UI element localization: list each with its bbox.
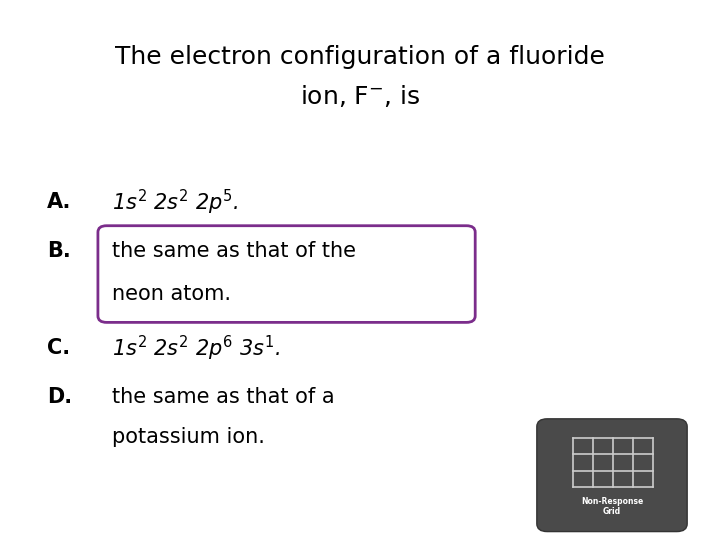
Text: 1$s^2$ 2$s^2$ 2$p^6$ 3$s^1$.: 1$s^2$ 2$s^2$ 2$p^6$ 3$s^1$. [112,334,280,363]
Text: The electron configuration of a fluoride: The electron configuration of a fluoride [115,45,605,69]
Text: C.: C. [47,338,70,359]
Text: ion, F$^{-}$, is: ion, F$^{-}$, is [300,83,420,109]
Text: the same as that of a: the same as that of a [112,387,334,407]
Text: 1$s^2$ 2$s^2$ 2$p^5$.: 1$s^2$ 2$s^2$ 2$p^5$. [112,188,238,217]
Text: neon atom.: neon atom. [112,284,230,305]
Text: D.: D. [47,387,72,407]
Text: the same as that of the: the same as that of the [112,241,356,261]
Text: Non-Response
Grid: Non-Response Grid [581,497,643,516]
Text: B.: B. [47,241,71,261]
Text: potassium ion.: potassium ion. [112,427,264,448]
FancyBboxPatch shape [537,419,687,531]
Text: A.: A. [47,192,71,213]
